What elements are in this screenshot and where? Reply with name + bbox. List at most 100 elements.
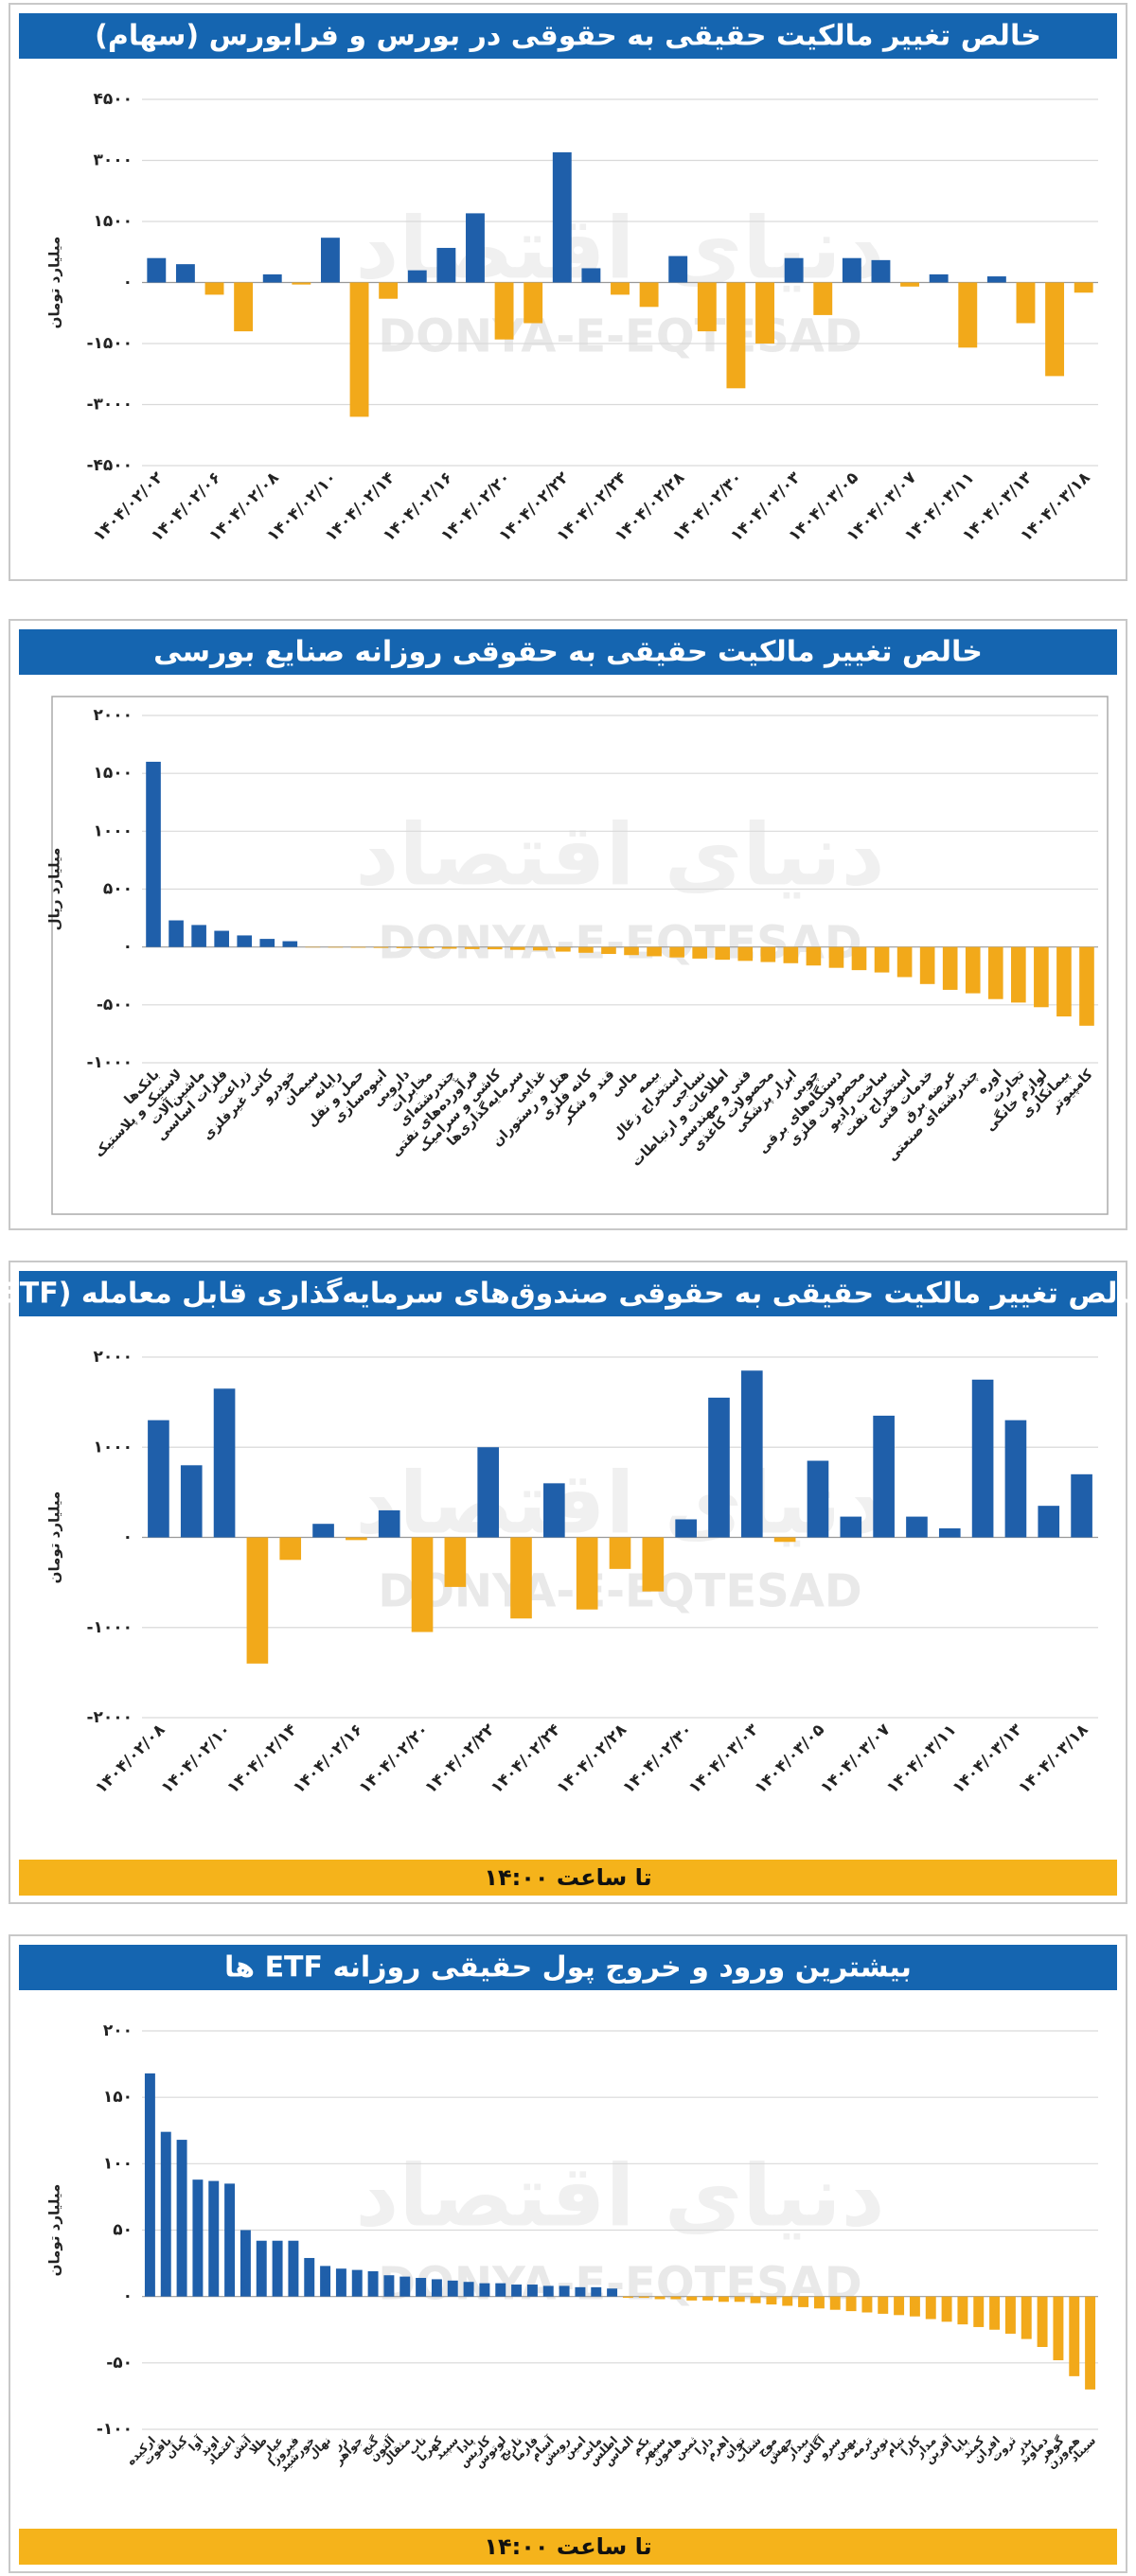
bar: [760, 946, 776, 962]
bar: [766, 2296, 777, 2305]
bar: [213, 1388, 236, 1538]
bar: [578, 946, 594, 953]
bar: [987, 946, 1003, 999]
title-bar: [19, 629, 1117, 675]
bar: [906, 1516, 928, 1538]
watermark-fa: دنیای اقتصاد: [355, 2146, 885, 2246]
bar: [383, 2275, 395, 2297]
bar: [477, 1447, 500, 1538]
bar: [320, 238, 340, 283]
bar: [842, 257, 861, 283]
bar: [726, 282, 746, 389]
bar: [466, 213, 485, 283]
y-axis-label: میلیارد تومان: [46, 1491, 63, 1584]
bar: [702, 2296, 714, 2301]
bar: [896, 946, 913, 978]
bar: [1074, 282, 1093, 293]
bar: [559, 2285, 570, 2297]
bar: [262, 273, 282, 283]
bar: [224, 2183, 236, 2297]
bar: [942, 946, 958, 990]
bar: [1034, 946, 1049, 1008]
bar: [1069, 2296, 1080, 2376]
bar: [494, 282, 514, 340]
bar: [259, 939, 275, 947]
title-bar: [19, 1945, 1117, 1990]
bar: [642, 1537, 665, 1592]
bar: [798, 2296, 809, 2307]
chart-title: خالص تغییر مالکیت حقیقی به حقوقی روزانه …: [153, 636, 983, 669]
bar: [487, 946, 503, 950]
bar: [304, 2257, 315, 2297]
y-tick-label: ۱۰۰۰: [93, 821, 133, 840]
bar: [813, 282, 833, 315]
bar: [668, 256, 688, 283]
bar: [840, 1516, 862, 1538]
bar: [1037, 2296, 1048, 2347]
chart-title: خالص تغییر مالکیت حقیقی به حقوقی صندوق‌ه…: [0, 1277, 1136, 1311]
bar: [246, 1537, 269, 1664]
bar: [411, 1537, 434, 1632]
bar: [509, 946, 525, 950]
bar: [971, 1379, 994, 1538]
bar: [180, 1465, 203, 1538]
bar: [379, 282, 399, 299]
y-tick-label: ۰: [123, 1528, 133, 1547]
bar: [444, 1537, 467, 1587]
y-tick-label: ۵۰۰: [103, 880, 133, 899]
y-tick-label: ۱۵۰۰: [93, 212, 133, 231]
y-tick-label: ۲۰۰: [103, 2021, 133, 2040]
bar: [351, 2269, 363, 2297]
bar: [305, 946, 321, 948]
bar: [524, 282, 543, 324]
chart-title: بیشترین ورود و خروج پول حقیقی روزانه ETF…: [224, 1951, 912, 1985]
bar: [367, 2271, 379, 2297]
y-tick-label: ۲۰۰۰: [93, 1348, 133, 1367]
watermark-fa: دنیای اقتصاد: [355, 805, 885, 905]
bar: [1085, 2296, 1096, 2390]
bar: [240, 2230, 251, 2297]
bar: [418, 946, 435, 949]
bar: [441, 946, 457, 949]
bar: [552, 151, 572, 283]
title-bar: [19, 1271, 1117, 1316]
bar: [292, 282, 311, 285]
bar: [647, 946, 662, 957]
footer-bar: [19, 2529, 1117, 2565]
bar: [829, 2296, 841, 2310]
bar: [407, 270, 427, 283]
bar: [576, 1537, 598, 1610]
bar: [349, 282, 369, 417]
bar: [938, 1527, 961, 1538]
y-tick-label: ۱۰۰: [103, 2154, 133, 2173]
bar: [192, 2179, 204, 2297]
bar: [495, 2283, 506, 2297]
y-tick-label: ۰: [123, 273, 133, 292]
bar: [175, 264, 195, 283]
y-tick-label: -۱۰۰۰: [86, 1618, 133, 1637]
bar: [416, 2278, 427, 2297]
bar: [697, 282, 717, 332]
bar: [654, 2296, 666, 2300]
bar: [282, 941, 298, 947]
bar: [874, 946, 890, 973]
bar: [900, 282, 920, 287]
bar: [845, 2296, 857, 2312]
y-tick-label: -۵۰: [106, 2354, 133, 2373]
bar: [144, 2073, 155, 2297]
bar: [782, 2296, 793, 2306]
bar: [894, 2296, 905, 2316]
bar: [510, 1537, 532, 1619]
bar: [1038, 1506, 1060, 1538]
bar: [718, 2296, 729, 2303]
bar: [312, 1524, 334, 1538]
bar: [533, 946, 548, 951]
bar: [675, 1519, 697, 1538]
y-tick-label: ۲۰۰۰: [93, 706, 133, 725]
bar: [624, 946, 639, 956]
bar: [1079, 946, 1094, 1026]
bar: [320, 2266, 331, 2297]
footer-text: تا ساعت ۱۴:۰۰: [484, 1864, 651, 1891]
bar: [204, 282, 224, 295]
